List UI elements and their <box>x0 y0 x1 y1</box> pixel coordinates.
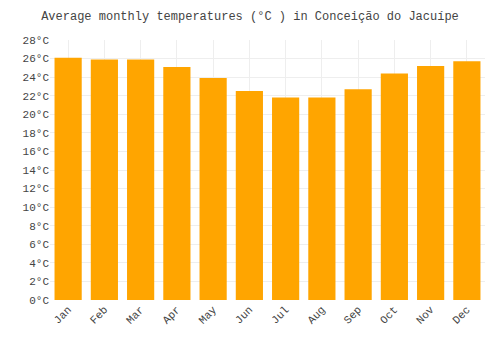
svg-text:18°C: 18°C <box>23 128 50 140</box>
svg-text:Sep: Sep <box>342 304 364 326</box>
svg-text:10°C: 10°C <box>23 202 50 214</box>
svg-text:4°C: 4°C <box>29 258 49 270</box>
svg-text:Mar: Mar <box>124 304 146 326</box>
svg-text:Apr: Apr <box>160 304 182 326</box>
svg-text:Average monthly temperatures (: Average monthly temperatures (°C ) in Co… <box>41 10 459 24</box>
svg-text:22°C: 22°C <box>23 91 50 103</box>
svg-text:6°C: 6°C <box>29 239 49 251</box>
svg-text:20°C: 20°C <box>23 109 50 121</box>
svg-text:16°C: 16°C <box>23 146 50 158</box>
svg-text:Dec: Dec <box>450 304 472 326</box>
svg-text:8°C: 8°C <box>29 221 49 233</box>
svg-text:2°C: 2°C <box>29 276 49 288</box>
svg-text:Aug: Aug <box>305 304 327 326</box>
svg-text:28°C: 28°C <box>23 35 50 47</box>
svg-text:Jun: Jun <box>233 304 255 326</box>
svg-text:Feb: Feb <box>88 304 110 326</box>
svg-text:14°C: 14°C <box>23 165 50 177</box>
svg-text:Nov: Nov <box>414 304 437 327</box>
svg-text:Jul: Jul <box>269 304 291 326</box>
svg-text:May: May <box>197 304 220 327</box>
svg-text:Jan: Jan <box>52 304 74 326</box>
svg-text:26°C: 26°C <box>23 53 50 65</box>
svg-text:24°C: 24°C <box>23 72 50 84</box>
svg-text:0°C: 0°C <box>29 295 49 307</box>
svg-text:12°C: 12°C <box>23 183 50 195</box>
svg-text:Oct: Oct <box>378 304 400 326</box>
